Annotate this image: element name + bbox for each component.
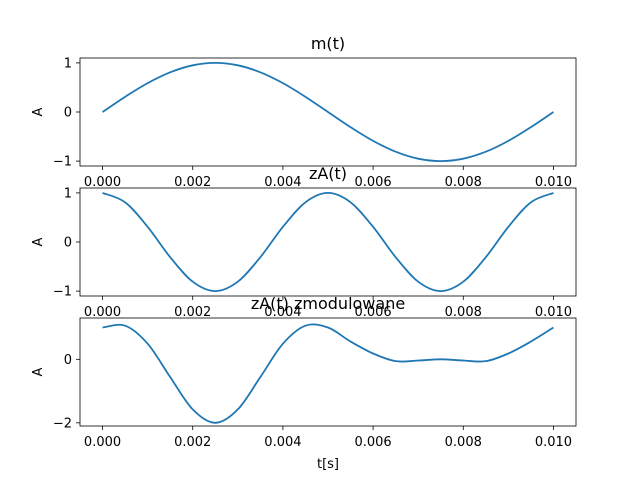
chart-title-1: m(t) (311, 34, 345, 53)
chart-title-3: zA(t) zmodulowane (251, 294, 405, 313)
x-tick-label: 0.010 (535, 435, 572, 450)
series-line-3 (102, 323, 554, 424)
x-tick-label: 0.006 (354, 305, 391, 320)
y-tick-label: 0 (64, 106, 72, 121)
x-tick-label: 0.000 (84, 175, 121, 190)
x-tick-label: 0.008 (445, 435, 482, 450)
x-tick-label: 0.004 (264, 175, 301, 190)
x-tick-label: 0.008 (445, 305, 482, 320)
x-tick-label: 0.002 (174, 175, 211, 190)
x-tick-label: 0.008 (445, 175, 482, 190)
x-tick-label: 0.006 (354, 175, 391, 190)
x-tick-label: 0.010 (535, 305, 572, 320)
x-axis-label: t[s] (317, 457, 339, 472)
series-line-2 (102, 192, 554, 292)
y-tick-label: 1 (64, 56, 72, 71)
chart-title-2: zA(t) (309, 164, 347, 183)
x-tick-label: 0.002 (174, 305, 211, 320)
x-tick-label: 0.000 (84, 305, 121, 320)
x-tick-label: 0.002 (174, 435, 211, 450)
y-tick-label: −2 (53, 416, 72, 431)
y-tick-label: −1 (53, 155, 72, 170)
y-tick-label: 1 (64, 186, 72, 201)
y-axis-label-1: A (31, 107, 46, 116)
axes-frame-2 (79, 187, 577, 297)
x-tick-label: 0.006 (354, 435, 391, 450)
x-tick-label: 0.004 (264, 305, 301, 320)
series-line-1 (102, 62, 554, 162)
x-tick-label: 0.004 (264, 435, 301, 450)
y-tick-label: −1 (53, 285, 72, 300)
x-tick-label: 0.000 (84, 435, 121, 450)
y-axis-label-2: A (31, 237, 46, 246)
y-axis-label-3: A (31, 367, 46, 376)
y-tick-label: 0 (64, 236, 72, 251)
y-tick-label: 0 (64, 353, 72, 368)
axes-frame-3 (79, 317, 577, 427)
x-tick-label: 0.010 (535, 175, 572, 190)
